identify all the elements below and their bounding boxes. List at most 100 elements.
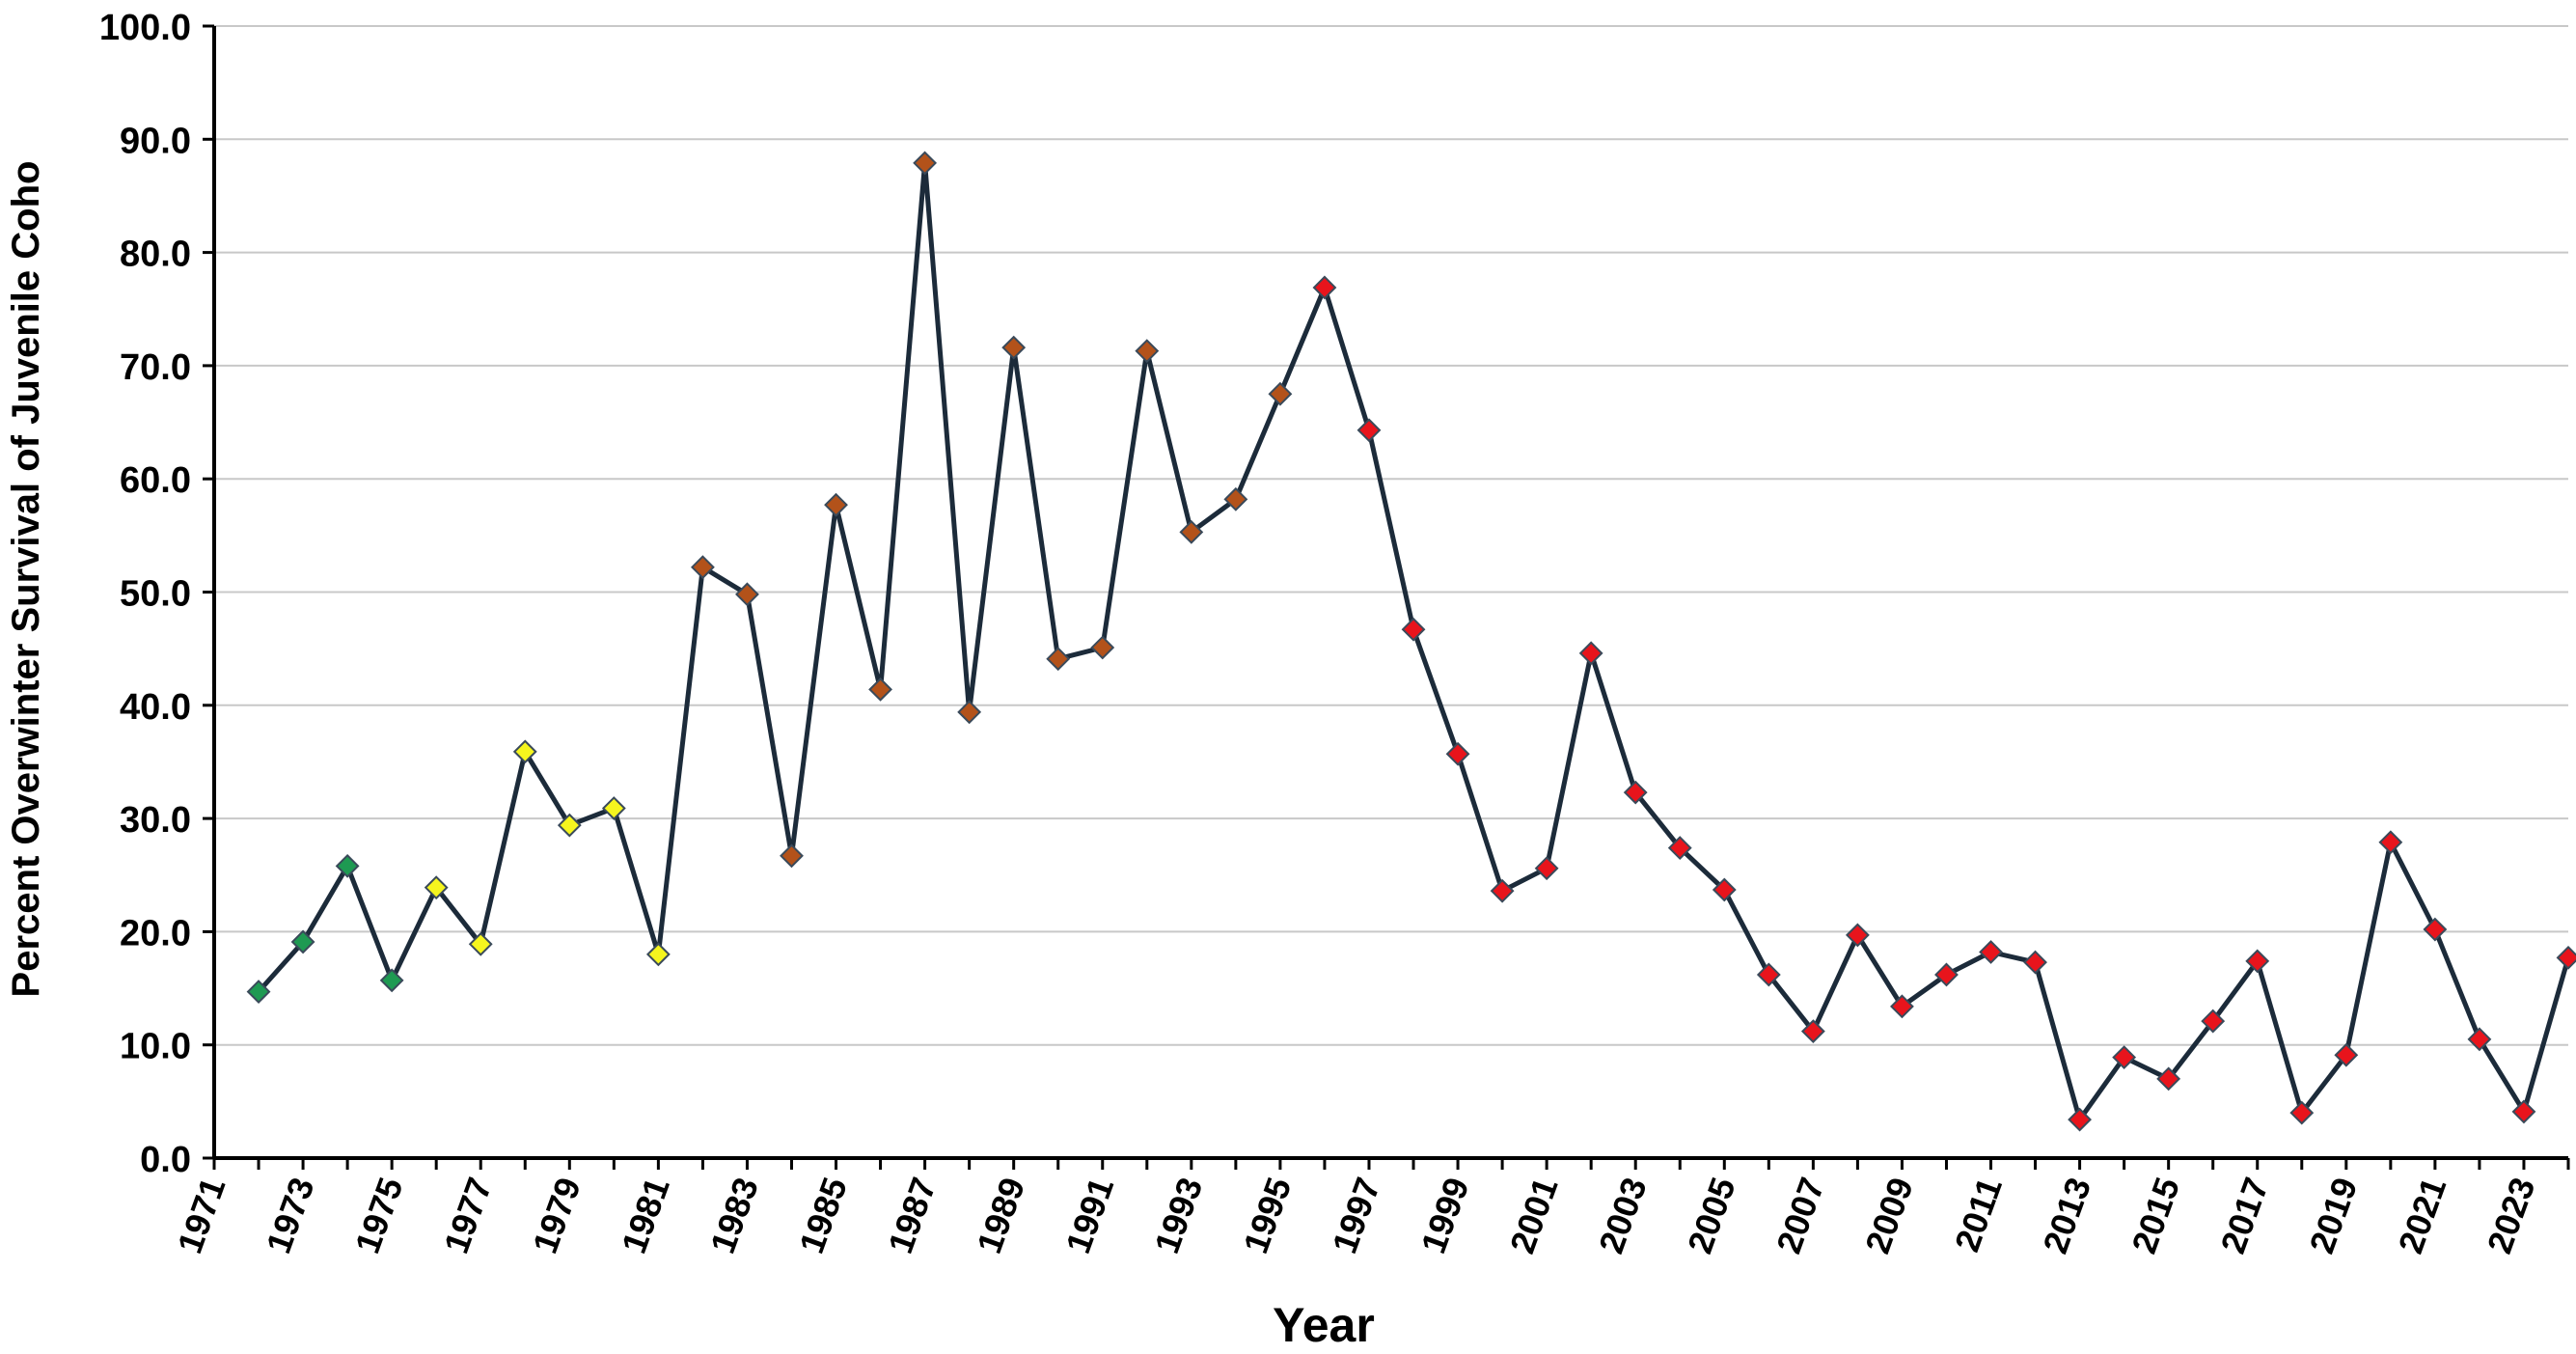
data-point-marker [1179,519,1204,544]
x-tick-label: 1997 [1325,1173,1388,1258]
x-tick-label: 2003 [1591,1173,1655,1258]
data-point-marker [645,942,671,967]
data-point-marker [1357,418,1382,443]
data-point-marker [2112,1045,2137,1070]
x-tick-label: 1993 [1146,1173,1210,1258]
x-tick-label: 1987 [880,1173,944,1258]
x-tick-label: 1991 [1057,1173,1121,1258]
data-point-marker [1756,962,1781,987]
data-point-marker [957,700,982,725]
data-point-marker [290,929,315,954]
x-tick-label: 1975 [347,1173,411,1258]
data-point-marker [379,968,404,993]
data-point-marker [2289,1100,2315,1125]
y-tick-labels: 0.0 10.0 20.0 30.0 40.0 50.0 60.0 70.0 80.0 90.0 1… [99,8,191,1180]
y-tick-label: 90.0 [120,121,191,161]
data-point-marker [2156,1066,2181,1091]
data-point-marker [1578,641,1603,666]
x-tick-label: 1979 [525,1173,589,1258]
data-point-marker [2378,830,2403,855]
y-tick-label: 40.0 [120,687,191,728]
x-tick-label: 2011 [1947,1173,2010,1257]
x-tick-label: 1971 [170,1173,233,1258]
data-point-marker [1268,381,1293,406]
y-tick-label: 60.0 [120,460,191,501]
data-point-marker [1490,878,1515,903]
x-tick-label: 1999 [1413,1173,1477,1258]
data-point-marker [1979,940,2003,964]
x-tick-label: 2007 [1768,1173,1832,1258]
x-tick-label: 1983 [702,1173,766,1258]
data-point-marker [2556,945,2576,970]
x-tick-label: 2001 [1502,1173,1566,1258]
x-tick-label: 2009 [1857,1173,1921,1258]
data-point-marker [601,796,626,820]
data-point-marker [1001,335,1027,360]
data-point-marker [557,813,582,838]
data-point-marker [2511,1099,2536,1124]
data-point-marker [691,555,715,580]
y-tick-label: 100.0 [99,8,191,48]
x-tick-label: 2005 [1680,1173,1743,1258]
data-point-marker [1312,275,1337,300]
x-axis-title: Year [1273,1298,1375,1352]
x-tick-label: 1973 [259,1173,322,1258]
x-tick-label: 1989 [969,1173,1032,1258]
data-point-marker [735,582,759,607]
data-point-marker [2423,917,2448,942]
data-point-marker [2023,950,2047,975]
x-tick-label: 2019 [2301,1173,2365,1258]
y-tick-label: 10.0 [120,1027,191,1067]
data-point-marker [512,739,537,764]
x-tick-label: 2015 [2124,1173,2187,1258]
data-point-marker [2201,1009,2226,1034]
data-point-marker [1845,923,1870,948]
data-point-marker [1623,780,1648,805]
x-tick-label: 1995 [1236,1173,1300,1258]
data-point-marker [2068,1107,2092,1132]
data-point-marker [1890,994,1914,1019]
data-point-marker [2245,949,2270,974]
data-point-marker [246,980,271,1004]
data-point-marker [468,931,493,956]
data-point-marker [1445,741,1470,766]
data-point-marker [1712,877,1737,902]
data-point-marker [1800,1019,1825,1044]
data-point-marker [2334,1042,2359,1067]
data-point-marker [868,677,892,702]
data-point-marker [335,853,360,878]
data-point-marker [1401,617,1426,642]
data-point-marker [424,875,449,900]
y-tick-label: 50.0 [120,574,191,615]
y-tick-label: 0.0 [140,1140,191,1180]
x-tick-label: 2013 [2035,1173,2098,1258]
x-tick-label: 1977 [436,1173,500,1258]
y-tick-label: 70.0 [120,347,191,388]
data-point-marker [2467,1027,2492,1052]
data-point-marker [1046,647,1071,672]
x-tick-label: 2017 [2212,1173,2276,1258]
data-points [246,151,2576,1132]
data-point-marker [1667,836,1692,861]
data-point-marker [1934,962,1959,987]
data-point-marker [913,151,938,176]
y-tick-label: 30.0 [120,800,191,841]
x-tick-label: 2023 [2480,1173,2543,1258]
data-point-marker [1223,486,1248,511]
x-tick-labels: 1971 1973 1975 1977 1979 1981 1983 1985 1987 1989… [170,1173,2543,1258]
x-tick-label: 1981 [614,1173,677,1258]
y-axis-title: Percent Overwinter Survival of Juvenile … [5,161,47,998]
data-point-marker [1135,339,1160,364]
data-point-marker [780,843,804,869]
gridlines [214,25,2568,1046]
data-point-marker [1534,856,1559,881]
x-tick-label: 2021 [2390,1173,2453,1258]
axes [203,24,2570,1170]
y-tick-label: 80.0 [120,235,191,275]
x-tick-label: 1985 [791,1173,855,1258]
y-tick-label: 20.0 [120,913,191,953]
data-point-marker [824,492,848,517]
data-point-marker [1090,635,1115,660]
